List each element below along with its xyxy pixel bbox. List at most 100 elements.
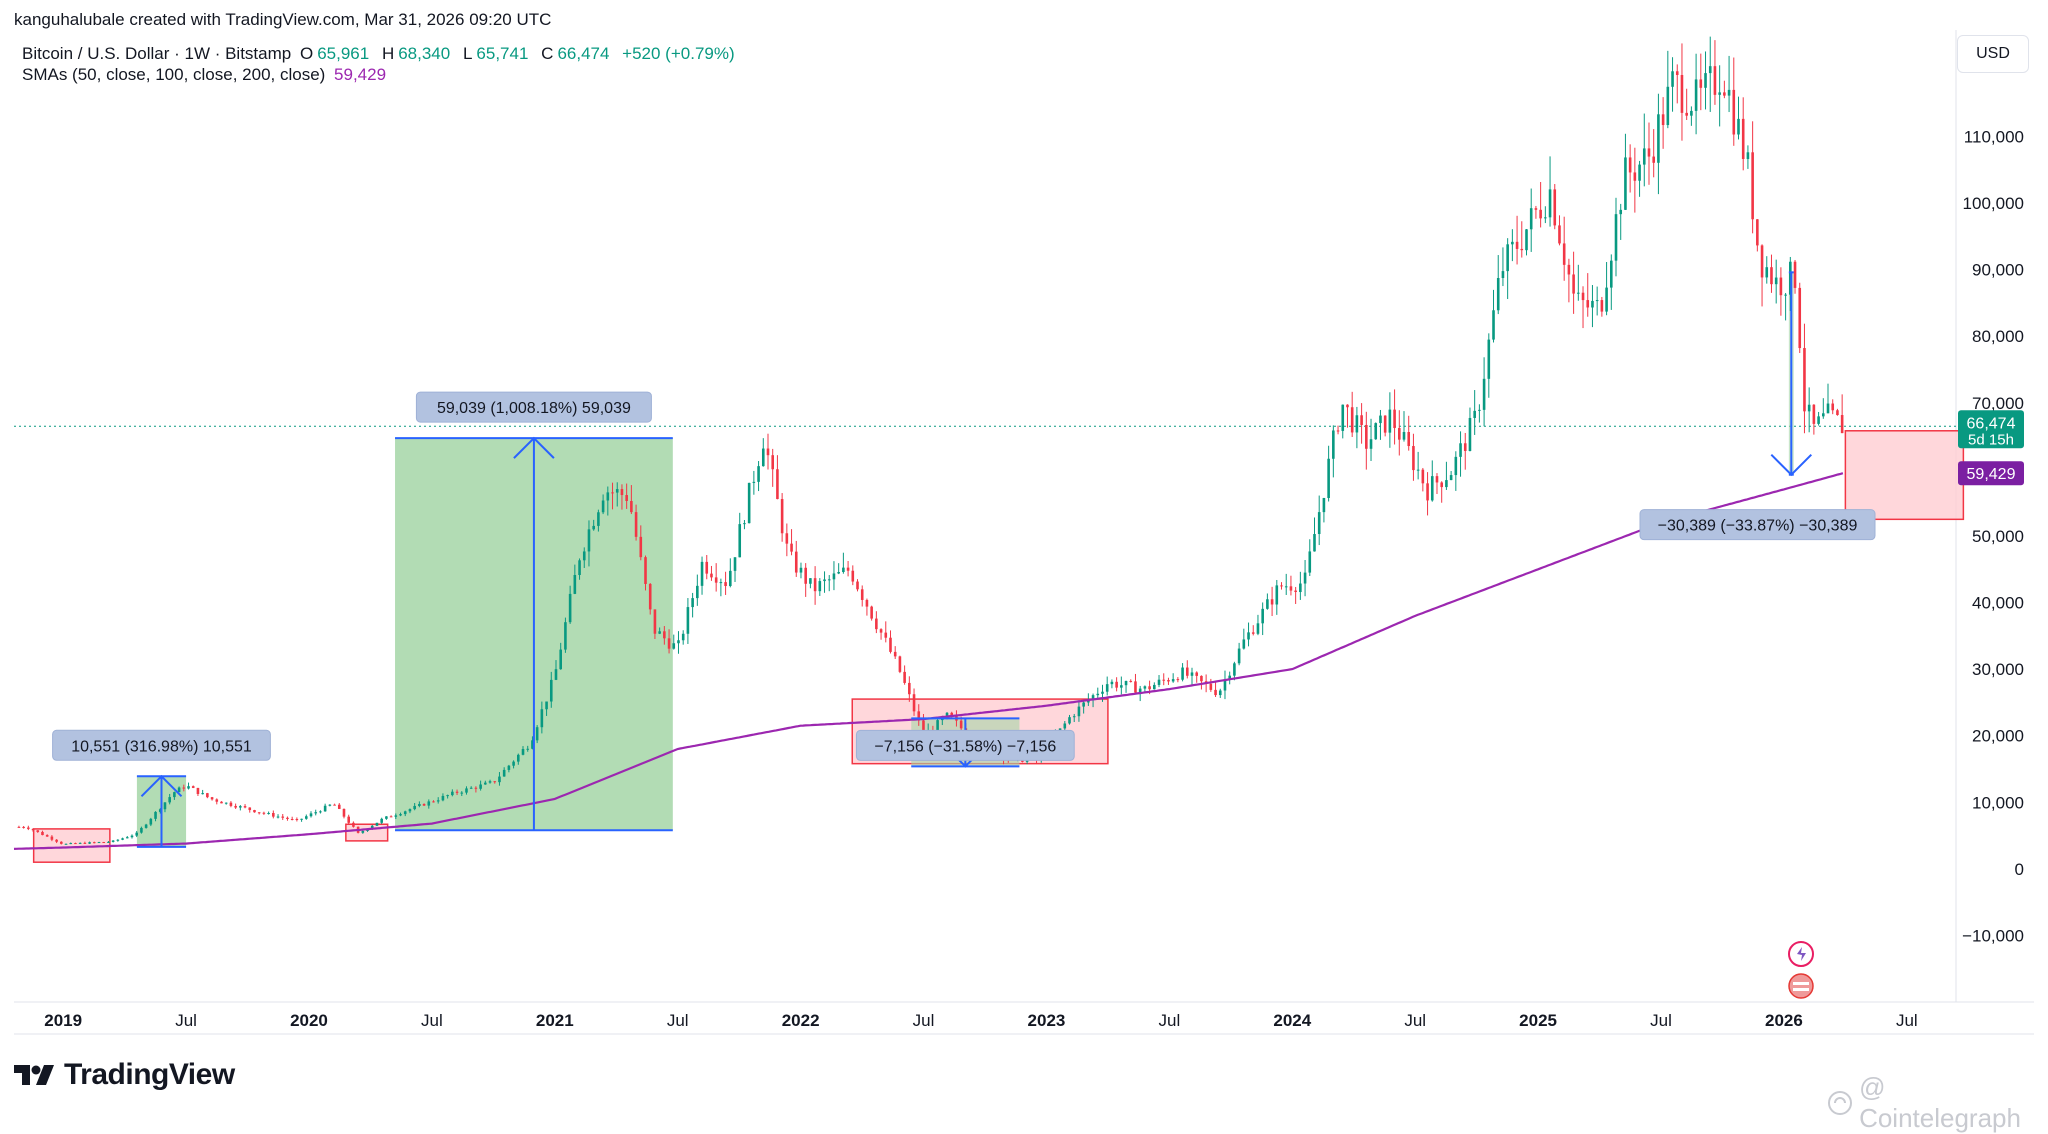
candle-body [1105,684,1109,692]
candle-body [606,492,610,501]
change-value: +520 (+0.79%) [622,44,735,63]
candle-body [74,843,77,845]
candle-body [1223,679,1227,691]
candle-body [498,776,501,783]
sma-legend[interactable]: SMAs (50, close, 100, close, 200, close)… [22,65,390,85]
candle-body [1336,430,1340,432]
candle-body [1478,409,1481,411]
candle-body [201,793,204,795]
candle-body [403,811,407,815]
sma-label[interactable]: SMAs (50, close, 100, close, 200, close) [22,65,326,84]
x-tick-label: 2022 [782,1011,820,1030]
candle-body [455,791,459,793]
candle-body [1756,219,1759,246]
candle-body [422,803,426,806]
candle-body [215,799,219,802]
candle-body [1723,92,1726,96]
candle-body [1633,172,1637,181]
candle-body [804,567,807,584]
candle-body [210,797,214,800]
measure-arrowhead [513,436,555,459]
symbol-name[interactable]: Bitcoin / U.S. Dollar · 1W · Bitstamp [22,44,292,63]
candle-body [1544,217,1547,219]
candle-body [1803,348,1806,412]
candle-body [229,802,233,806]
low-value: L 65,741 [462,44,529,63]
candle-body [1355,415,1359,433]
candle-body [1784,294,1787,296]
candle-body [361,830,365,833]
candle-body [658,631,661,634]
tradingview-logo[interactable]: TradingView [14,1058,235,1092]
candle-body [135,832,138,836]
last-price-badge [1958,410,2024,449]
candle-body [766,448,770,456]
candle-body [1727,89,1731,96]
candle-body [446,795,449,797]
candle-body [507,765,511,770]
candle-body [1567,264,1571,275]
candle-body [196,787,200,794]
candle-body [512,761,515,766]
candle-body [1449,475,1453,481]
candle-body [1609,260,1613,288]
candle-body [1680,74,1684,113]
candle-body [140,827,143,833]
candle-body [1063,723,1067,729]
candle-body [1218,690,1222,696]
candle-body [1369,439,1373,449]
candle-body [121,838,124,840]
candle-body [1496,278,1500,311]
candle-body [521,749,525,755]
currency-button[interactable]: USD [1957,35,2029,73]
candle-body [257,812,261,814]
candle-body [1666,86,1670,126]
candle-body [714,577,718,583]
candle-body [912,694,916,712]
y-tick-label: 80,000 [1972,327,2024,346]
candle-body [276,816,280,818]
candle-body [1534,208,1538,210]
candle-body [295,819,299,821]
candle-body [484,782,487,785]
candle-body [243,806,247,808]
candle-body [300,818,303,820]
alert-sparkle-icon[interactable] [1783,938,1819,1008]
candle-body [55,839,58,842]
candle-body [1115,681,1118,688]
candle-body [875,618,878,630]
candle-body [125,837,129,839]
candle-body [1435,476,1439,483]
x-tick-label: 2026 [1765,1011,1803,1030]
y-tick-label: 90,000 [1972,261,2024,280]
candle-body [818,581,822,592]
candle-body [794,551,798,573]
chart-side-icons[interactable] [1783,938,1819,1013]
candle-body [1482,378,1486,410]
candle-body [1454,456,1458,476]
candle-body [1751,152,1754,220]
candle-body [1581,292,1585,301]
candle-body [337,804,341,809]
candle-body [1539,209,1542,219]
candle-body [1195,672,1199,676]
candle-body [1068,717,1071,724]
candle-body [1120,685,1123,688]
candle-body [1270,599,1274,605]
candle-body [1299,583,1302,593]
y-tick-label: 30,000 [1972,660,2024,679]
candle-body [630,500,633,513]
candle-body [1737,118,1740,135]
candle-body [22,826,25,828]
candle-body [705,561,709,574]
candle-body [1765,267,1769,278]
candle-body [1628,157,1632,173]
candle-body [323,805,327,812]
measure-label-box [52,729,271,761]
x-tick-label: 2024 [1273,1011,1311,1030]
candle-body [611,492,614,494]
y-tick-label: 100,000 [1963,194,2024,213]
price-chart[interactable]: −10,000010,00020,00030,00040,00050,00060… [0,0,2048,1111]
candle-body [945,712,949,718]
